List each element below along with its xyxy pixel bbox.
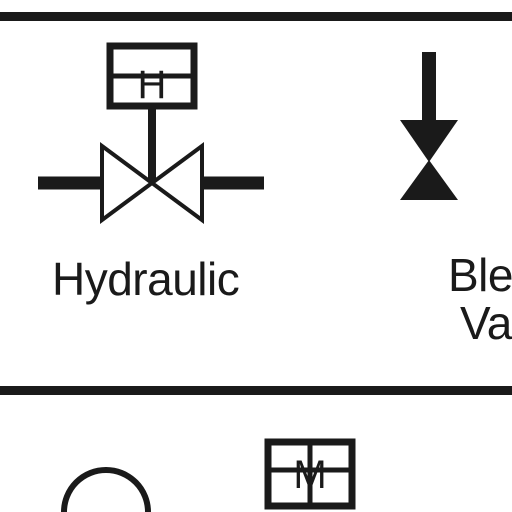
- bleed-triangle-top: [400, 120, 458, 162]
- bleed-valve-symbol: [400, 52, 458, 200]
- hydraulic-label: Hydraulic: [52, 253, 240, 305]
- actuator-letter-m: M: [293, 453, 326, 497]
- motor-actuator-symbol: M: [264, 438, 356, 510]
- valve-triangle-left: [100, 142, 156, 224]
- top-divider: [0, 12, 512, 21]
- bleed-triangle-bottom: [400, 160, 458, 200]
- hydraulic-valve-symbol: H: [38, 42, 264, 224]
- valve-triangle-right: [148, 142, 204, 224]
- actuator-letter-h: H: [138, 63, 167, 107]
- middle-divider: [0, 386, 512, 395]
- circle-symbol-partial: [61, 467, 151, 512]
- bleed-label-line1: Ble: [448, 249, 512, 301]
- bleed-label-line2: Va: [460, 297, 512, 349]
- bleed-stem: [422, 52, 436, 122]
